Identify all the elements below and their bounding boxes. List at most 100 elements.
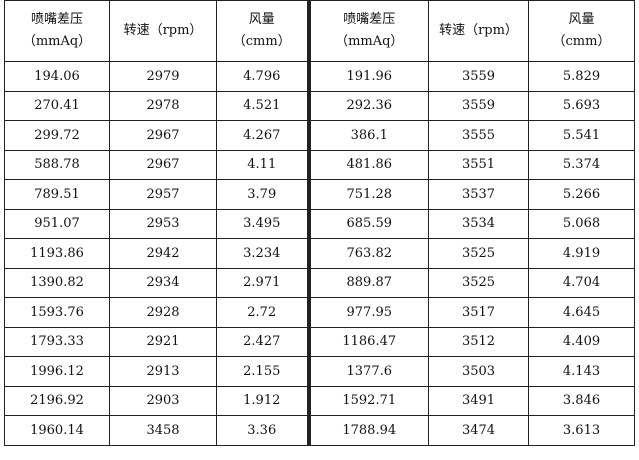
- header-speed-left: 转速（rpm）: [109, 0, 217, 62]
- speed-left-cell: 2942: [109, 238, 217, 269]
- airflow-left-cell: 2.427: [216, 326, 311, 357]
- header-airflow-right: 风量 （cmm）: [528, 0, 635, 62]
- header-row: 喷嘴差压 （mmAq） 转速（rpm） 风量 （cmm） 喷嘴差压 （mmAq）…: [4, 0, 635, 62]
- speed-right-cell: 3534: [428, 208, 529, 239]
- airflow-right-cell: 4.645: [528, 297, 635, 328]
- nozzle-pressure-left-cell: 588.78: [4, 149, 110, 180]
- nozzle-pressure-right-cell: 1592.71: [308, 385, 429, 416]
- nozzle-pressure-right-cell: 1186.47: [308, 326, 429, 357]
- table-row: 194.06 2979 4.796 191.96 3559 5.829: [4, 61, 635, 92]
- speed-right-cell: 3512: [428, 326, 529, 357]
- airflow-right-cell: 5.693: [528, 90, 635, 121]
- nozzle-pressure-left-cell: 1960.14: [4, 415, 110, 446]
- nozzle-pressure-right-cell: 977.95: [308, 297, 429, 328]
- speed-left-cell: 2953: [109, 208, 217, 239]
- table-row: 1193.86 2942 3.234 763.82 3525 4.919: [4, 238, 635, 269]
- airflow-left-cell: 3.36: [216, 415, 311, 446]
- table-row: 1996.12 2913 2.155 1377.6 3503 4.143: [4, 356, 635, 387]
- nozzle-pressure-right-cell: 685.59: [308, 208, 429, 239]
- airflow-right-cell: 5.374: [528, 149, 635, 180]
- table-row: 2196.92 2903 1.912 1592.71 3491 3.846: [4, 385, 635, 416]
- table-row: 1593.76 2928 2.72 977.95 3517 4.645: [4, 297, 635, 328]
- airflow-left-cell: 1.912: [216, 385, 311, 416]
- speed-left-cell: 2934: [109, 267, 217, 298]
- nozzle-pressure-right-cell: 763.82: [308, 238, 429, 269]
- speed-right-cell: 3551: [428, 149, 529, 180]
- airflow-left-cell: 3.234: [216, 238, 311, 269]
- airflow-right-cell: 4.704: [528, 267, 635, 298]
- airflow-left-cell: 4.267: [216, 120, 311, 151]
- speed-left-cell: 2903: [109, 385, 217, 416]
- nozzle-pressure-right-cell: 481.86: [308, 149, 429, 180]
- speed-right-cell: 3525: [428, 238, 529, 269]
- speed-right-cell: 3517: [428, 297, 529, 328]
- nozzle-pressure-left-cell: 1193.86: [4, 238, 110, 269]
- airflow-left-cell: 4.11: [216, 149, 311, 180]
- header-label: 风量: [248, 12, 275, 27]
- table-row: 299.72 2967 4.267 386.1 3555 5.541: [4, 120, 635, 151]
- nozzle-pressure-right-cell: 889.87: [308, 267, 429, 298]
- table-row: 951.07 2953 3.495 685.59 3534 5.068: [4, 208, 635, 239]
- airflow-left-cell: 3.79: [216, 179, 311, 210]
- airflow-left-cell: 2.971: [216, 267, 311, 298]
- airflow-right-cell: 4.919: [528, 238, 635, 269]
- airflow-right-cell: 4.409: [528, 326, 635, 357]
- speed-left-cell: 3458: [109, 415, 217, 446]
- speed-left-cell: 2913: [109, 356, 217, 387]
- header-label: 喷嘴差压: [343, 12, 396, 27]
- header-airflow-left: 风量 （cmm）: [216, 0, 311, 62]
- speed-left-cell: 2921: [109, 326, 217, 357]
- airflow-right-cell: 3.846: [528, 385, 635, 416]
- nozzle-pressure-left-cell: 299.72: [4, 120, 110, 151]
- table-row: 789.51 2957 3.79 751.28 3537 5.266: [4, 179, 635, 210]
- header-label: 转速（rpm）: [439, 23, 518, 38]
- speed-right-cell: 3559: [428, 90, 529, 121]
- header-label: 喷嘴差压: [30, 12, 83, 27]
- fan-performance-table: 喷嘴差压 （mmAq） 转速（rpm） 风量 （cmm） 喷嘴差压 （mmAq）…: [4, 0, 635, 446]
- nozzle-pressure-right-cell: 751.28: [308, 179, 429, 210]
- speed-right-cell: 3555: [428, 120, 529, 151]
- table-row: 1793.33 2921 2.427 1186.47 3512 4.409: [4, 326, 635, 357]
- airflow-left-cell: 4.796: [216, 61, 311, 92]
- airflow-right-cell: 3.613: [528, 415, 635, 446]
- header-nozzle-pressure-left: 喷嘴差压 （mmAq）: [4, 0, 110, 62]
- nozzle-pressure-left-cell: 951.07: [4, 208, 110, 239]
- speed-right-cell: 3525: [428, 267, 529, 298]
- nozzle-pressure-right-cell: 191.96: [308, 61, 429, 92]
- header-unit: （mmAq）: [22, 34, 92, 49]
- nozzle-pressure-left-cell: 194.06: [4, 61, 110, 92]
- table-row: 270.41 2978 4.521 292.36 3559 5.693: [4, 90, 635, 121]
- speed-left-cell: 2957: [109, 179, 217, 210]
- nozzle-pressure-right-cell: 386.1: [308, 120, 429, 151]
- airflow-left-cell: 2.155: [216, 356, 311, 387]
- nozzle-pressure-left-cell: 1593.76: [4, 297, 110, 328]
- nozzle-pressure-left-cell: 1793.33: [4, 326, 110, 357]
- speed-left-cell: 2967: [109, 120, 217, 151]
- nozzle-pressure-left-cell: 789.51: [4, 179, 110, 210]
- table-row: 1960.14 3458 3.36 1788.94 3474 3.613: [4, 415, 635, 446]
- speed-right-cell: 3474: [428, 415, 529, 446]
- header-unit: （cmm）: [232, 34, 291, 49]
- nozzle-pressure-right-cell: 1377.6: [308, 356, 429, 387]
- airflow-left-cell: 2.72: [216, 297, 311, 328]
- nozzle-pressure-left-cell: 2196.92: [4, 385, 110, 416]
- speed-right-cell: 3537: [428, 179, 529, 210]
- airflow-left-cell: 3.495: [216, 208, 311, 239]
- nozzle-pressure-left-cell: 1996.12: [4, 356, 110, 387]
- nozzle-pressure-left-cell: 270.41: [4, 90, 110, 121]
- speed-left-cell: 2978: [109, 90, 217, 121]
- data-table-container: 喷嘴差压 （mmAq） 转速（rpm） 风量 （cmm） 喷嘴差压 （mmAq）…: [4, 0, 635, 446]
- header-nozzle-pressure-right: 喷嘴差压 （mmAq）: [308, 0, 429, 62]
- table-row: 588.78 2967 4.11 481.86 3551 5.374: [4, 149, 635, 180]
- airflow-right-cell: 5.541: [528, 120, 635, 151]
- header-label: 转速（rpm）: [123, 23, 203, 38]
- header-speed-right: 转速（rpm）: [428, 0, 529, 62]
- airflow-right-cell: 5.068: [528, 208, 635, 239]
- nozzle-pressure-left-cell: 1390.82: [4, 267, 110, 298]
- header-label: 风量: [568, 12, 595, 27]
- speed-left-cell: 2979: [109, 61, 217, 92]
- speed-right-cell: 3559: [428, 61, 529, 92]
- table-body: 194.06 2979 4.796 191.96 3559 5.829 270.41 2978…: [4, 61, 635, 446]
- table-row: 1390.82 2934 2.971 889.87 3525 4.704: [4, 267, 635, 298]
- airflow-right-cell: 5.829: [528, 61, 635, 92]
